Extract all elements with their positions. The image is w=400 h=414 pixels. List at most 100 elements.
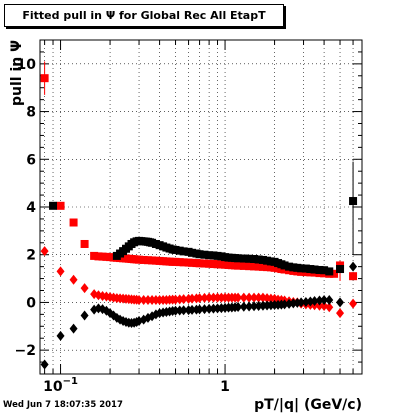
data-point-diamond bbox=[195, 304, 204, 315]
x-tick-label: 1 bbox=[220, 379, 230, 395]
data-point-square bbox=[349, 272, 358, 281]
data-point-diamond bbox=[139, 295, 148, 306]
data-point-diamond bbox=[234, 301, 243, 312]
data-point-square bbox=[200, 250, 209, 259]
data-point-square bbox=[90, 251, 99, 260]
y-tick-label: 4 bbox=[26, 200, 36, 216]
data-point-square bbox=[301, 264, 310, 273]
axis-labels: −2 0 2 4 6 8 10 10−1 1 pT/|q| (GeV/c) pull in Ψ bbox=[9, 40, 362, 413]
y-tick-label: 10 bbox=[17, 57, 37, 73]
data-point-square bbox=[239, 261, 248, 270]
data-point-square bbox=[143, 256, 152, 265]
data-point-square bbox=[280, 265, 289, 274]
x-axis-title: pT/|q| (GeV/c) bbox=[254, 397, 362, 413]
y-tick-label: 0 bbox=[26, 295, 36, 311]
data-point-diamond bbox=[80, 283, 89, 294]
data-point-square bbox=[40, 74, 49, 83]
data-point-diamond bbox=[301, 296, 310, 307]
data-point-diamond bbox=[80, 310, 89, 321]
data-point-diamond bbox=[320, 301, 329, 312]
data-point-square bbox=[325, 267, 334, 276]
data-point-diamond bbox=[135, 295, 144, 306]
data-point-diamond bbox=[69, 274, 78, 285]
data-point-square bbox=[285, 262, 294, 271]
data-point-square bbox=[195, 250, 204, 259]
y-tick-label: 6 bbox=[26, 152, 36, 168]
data-point-diamond bbox=[250, 301, 259, 312]
data-point-square bbox=[179, 258, 188, 267]
data-point-diamond bbox=[336, 308, 345, 319]
data-point-square bbox=[254, 262, 263, 271]
data-point-square bbox=[280, 261, 289, 270]
y-tick-label: −2 bbox=[15, 343, 36, 359]
data-point-diamond bbox=[205, 303, 214, 314]
data-point-square bbox=[188, 258, 197, 267]
data-point-diamond bbox=[40, 246, 49, 257]
data-point-diamond bbox=[254, 292, 263, 303]
data-point-square bbox=[250, 262, 259, 271]
data-point-diamond bbox=[200, 304, 209, 315]
data-point-square bbox=[289, 263, 298, 272]
data-point-square bbox=[195, 259, 204, 268]
y-tick-label: 8 bbox=[26, 105, 36, 121]
data-point-diamond bbox=[56, 330, 65, 341]
series-marks bbox=[40, 61, 358, 370]
data-point-diamond bbox=[245, 292, 254, 303]
data-point-square bbox=[209, 260, 218, 269]
data-point-square bbox=[239, 254, 248, 263]
data-point-square bbox=[205, 259, 214, 268]
data-point-square bbox=[234, 254, 243, 263]
data-point-square bbox=[209, 251, 218, 260]
y-tick-label: 2 bbox=[26, 248, 36, 264]
data-point-diamond bbox=[205, 292, 214, 303]
data-point-square bbox=[139, 255, 148, 264]
data-point-diamond bbox=[188, 304, 197, 315]
chart-title: Fitted pull in Ψ for Global Rec All Etap… bbox=[4, 4, 284, 27]
data-point-diamond bbox=[239, 301, 248, 312]
data-point-square bbox=[234, 261, 243, 270]
data-point-diamond bbox=[209, 292, 218, 303]
data-point-diamond bbox=[234, 292, 243, 303]
data-point-square bbox=[205, 251, 214, 260]
data-point-diamond bbox=[315, 295, 324, 306]
data-point-diamond bbox=[188, 293, 197, 304]
data-point-square bbox=[258, 262, 267, 271]
grid bbox=[40, 40, 362, 374]
data-point-square bbox=[254, 255, 263, 264]
data-point-square bbox=[171, 245, 180, 254]
data-point-diamond bbox=[250, 292, 259, 303]
data-point-diamond bbox=[69, 323, 78, 334]
data-point-square bbox=[297, 264, 306, 273]
data-point-diamond bbox=[349, 261, 358, 272]
data-point-square bbox=[245, 254, 254, 263]
data-point-diamond bbox=[336, 297, 345, 308]
data-point-square bbox=[188, 248, 197, 257]
data-point-diamond bbox=[349, 298, 358, 309]
data-point-square bbox=[94, 252, 103, 261]
data-point-diamond bbox=[325, 302, 334, 313]
axes bbox=[39, 39, 363, 375]
data-point-diamond bbox=[200, 292, 209, 303]
data-point-square bbox=[80, 239, 89, 248]
data-point-diamond bbox=[239, 292, 248, 303]
data-point-square bbox=[56, 201, 65, 210]
data-point-square bbox=[250, 255, 259, 264]
data-point-diamond bbox=[315, 300, 324, 311]
data-point-diamond bbox=[245, 301, 254, 312]
x-tick-label: 10−1 bbox=[43, 376, 78, 395]
data-point-square bbox=[349, 197, 358, 206]
data-point-diamond bbox=[195, 293, 204, 304]
data-point-square bbox=[200, 259, 209, 268]
data-point-square bbox=[179, 247, 188, 256]
data-point-diamond bbox=[40, 359, 49, 370]
data-point-square bbox=[258, 255, 267, 264]
data-point-square bbox=[135, 255, 144, 264]
data-point-diamond bbox=[143, 295, 152, 306]
data-point-diamond bbox=[179, 305, 188, 316]
data-point-square bbox=[69, 218, 78, 227]
data-point-square bbox=[320, 266, 329, 275]
data-point-square bbox=[171, 257, 180, 266]
data-point-square bbox=[49, 201, 58, 210]
